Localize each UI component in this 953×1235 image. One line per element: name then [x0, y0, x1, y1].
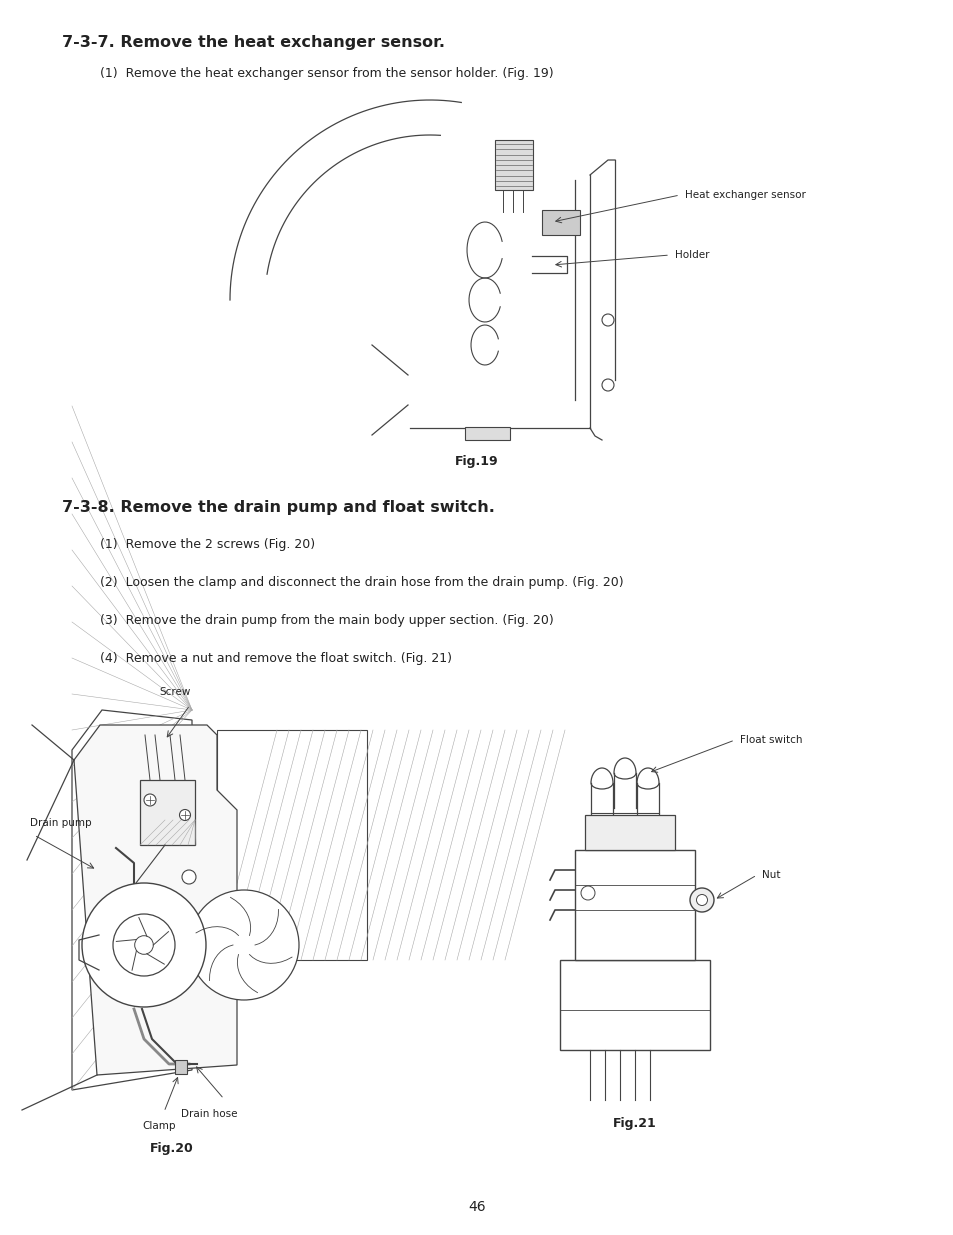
Bar	[174, 1060, 187, 1074]
Text: Fig.21: Fig.21	[613, 1116, 657, 1130]
Text: Drain hose: Drain hose	[180, 1109, 237, 1119]
Text: 7-3-8. Remove the drain pump and float switch.: 7-3-8. Remove the drain pump and float s…	[62, 500, 495, 515]
Bar	[584, 815, 675, 850]
Circle shape	[144, 794, 156, 806]
Circle shape	[689, 888, 713, 911]
Text: Fig.20: Fig.20	[150, 1142, 193, 1155]
Circle shape	[112, 914, 174, 976]
Bar	[495, 140, 533, 190]
Text: 46: 46	[468, 1200, 485, 1214]
Bar	[559, 960, 709, 1050]
Text: (2)  Loosen the clamp and disconnect the drain hose from the drain pump. (Fig. 2: (2) Loosen the clamp and disconnect the …	[100, 576, 623, 589]
Circle shape	[182, 869, 195, 884]
Text: (1)  Remove the heat exchanger sensor from the sensor holder. (Fig. 19): (1) Remove the heat exchanger sensor fro…	[100, 67, 553, 80]
Text: Drain pump: Drain pump	[30, 818, 91, 827]
Text: Clamp: Clamp	[142, 1121, 175, 1131]
Text: (1)  Remove the 2 screws (Fig. 20): (1) Remove the 2 screws (Fig. 20)	[100, 538, 314, 551]
Bar	[216, 730, 367, 960]
Text: 7-3-7. Remove the heat exchanger sensor.: 7-3-7. Remove the heat exchanger sensor.	[62, 35, 444, 49]
Bar	[541, 210, 579, 235]
Text: (3)  Remove the drain pump from the main body upper section. (Fig. 20): (3) Remove the drain pump from the main …	[100, 614, 553, 627]
Text: Fig.19: Fig.19	[455, 454, 498, 468]
Circle shape	[82, 883, 206, 1007]
Bar	[575, 850, 695, 960]
Polygon shape	[71, 710, 192, 1091]
Text: Heat exchanger sensor: Heat exchanger sensor	[684, 190, 805, 200]
Circle shape	[696, 894, 707, 905]
Circle shape	[601, 379, 614, 391]
Bar	[140, 781, 194, 845]
Circle shape	[179, 809, 191, 820]
Bar	[464, 427, 510, 440]
Text: Float switch: Float switch	[740, 735, 801, 745]
Text: (4)  Remove a nut and remove the float switch. (Fig. 21): (4) Remove a nut and remove the float sw…	[100, 652, 452, 664]
Text: Nut: Nut	[761, 869, 780, 881]
Circle shape	[134, 936, 153, 955]
Circle shape	[601, 314, 614, 326]
Text: Screw: Screw	[159, 687, 191, 697]
Circle shape	[189, 890, 298, 1000]
Text: Holder: Holder	[675, 249, 709, 261]
Circle shape	[580, 885, 595, 900]
Polygon shape	[74, 725, 236, 1074]
